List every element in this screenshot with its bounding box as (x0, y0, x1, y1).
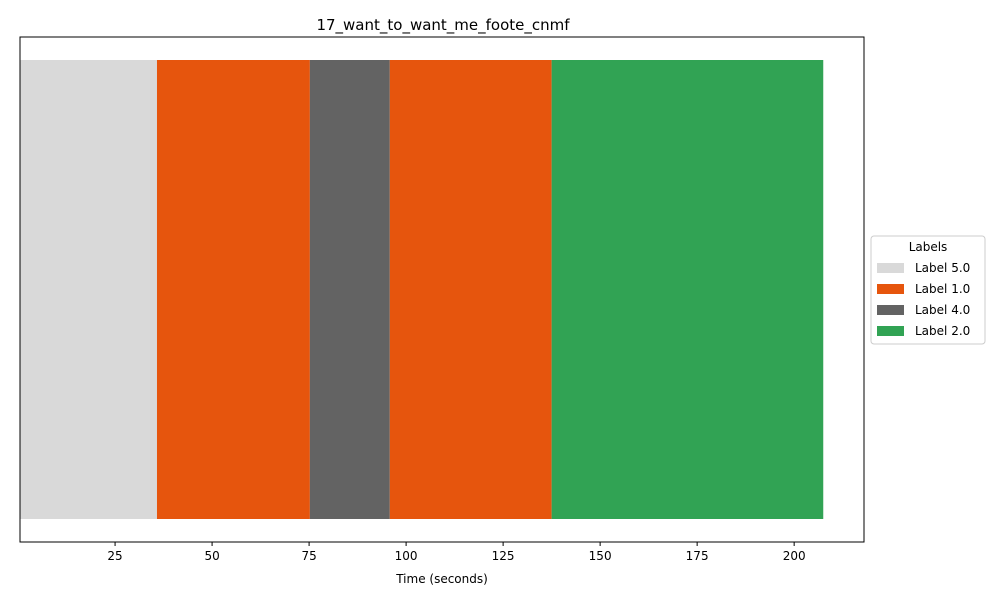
x-tick-label: 50 (204, 549, 219, 563)
legend-entries: Label 5.0 Label 1.0 Label 4.0 Label 2.0 (877, 261, 970, 338)
segment-bar-5 (551, 60, 824, 519)
legend-swatch-3 (877, 305, 904, 315)
legend-label-3: Label 4.0 (915, 303, 970, 317)
x-axis-ticks: 25 50 75 100 125 150 175 200 (107, 542, 806, 563)
x-tick-label: 125 (492, 549, 515, 563)
plot-area (20, 60, 824, 519)
legend-swatch-1 (877, 263, 904, 273)
x-tick-label: 175 (686, 549, 709, 563)
segment-bar-2 (156, 60, 310, 519)
x-tick-label: 200 (783, 549, 806, 563)
legend-title: Labels (909, 240, 948, 254)
legend-label-2: Label 1.0 (915, 282, 970, 296)
segment-bar-4 (389, 60, 552, 519)
legend-label-4: Label 2.0 (915, 324, 970, 338)
x-tick-label: 25 (107, 549, 122, 563)
plot-frame (19, 36, 865, 543)
x-tick-label: 100 (395, 549, 418, 563)
x-tick-label: 150 (589, 549, 612, 563)
x-tick-label: 75 (301, 549, 316, 563)
chart-title: 17_want_to_want_me_foote_cnmf (316, 16, 570, 35)
segment-bar-1 (20, 60, 157, 519)
legend-swatch-4 (877, 326, 904, 336)
segment-bar-3 (309, 60, 390, 519)
x-axis-label: Time (seconds) (395, 572, 488, 586)
legend-swatch-2 (877, 284, 904, 294)
legend-label-1: Label 5.0 (915, 261, 970, 275)
